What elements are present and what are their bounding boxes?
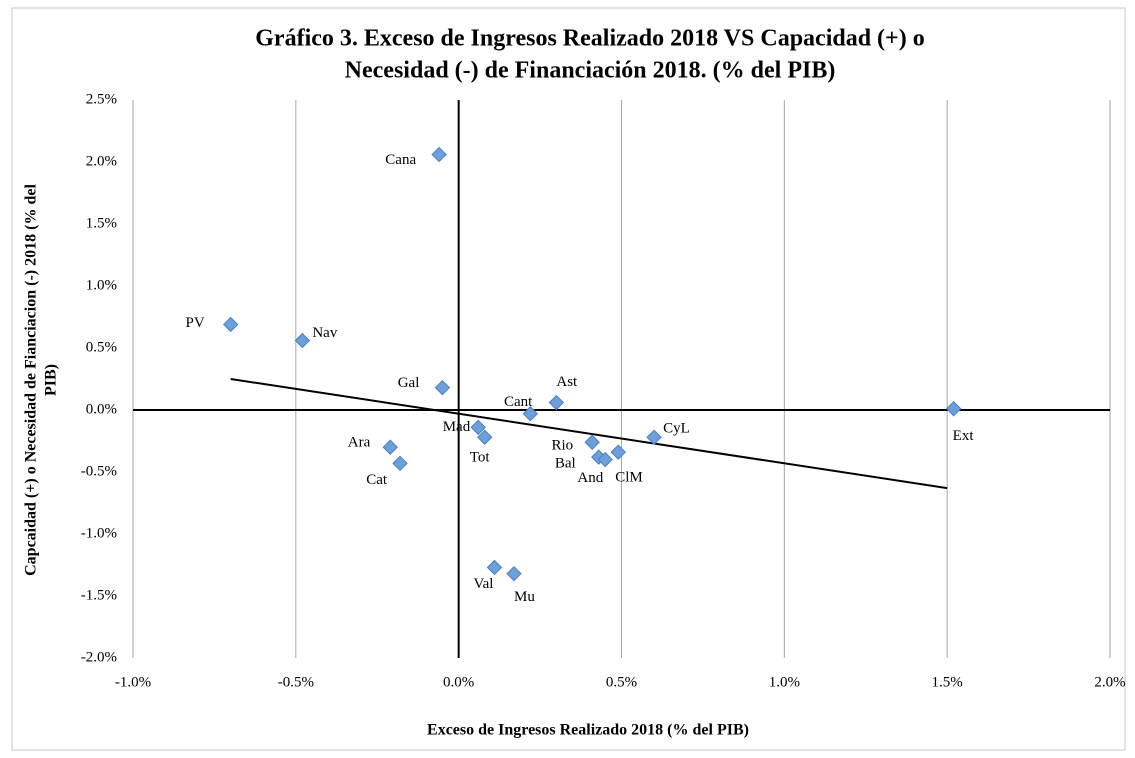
x-tick-label: -0.5% bbox=[278, 674, 314, 690]
y-axis-title-line: Capcaidad (+) o Necesidad de Fianciacion… bbox=[23, 184, 40, 576]
y-tick-label: 0.5% bbox=[86, 339, 117, 355]
point bbox=[486, 559, 503, 576]
point-label: Gal bbox=[398, 375, 420, 391]
point bbox=[597, 451, 613, 468]
point-label: Ara bbox=[348, 435, 371, 451]
point bbox=[506, 565, 522, 582]
point bbox=[584, 434, 600, 450]
y-axis-title: Capcaidad (+) o Necesidad de Fianciacion… bbox=[23, 184, 60, 576]
chart-frame bbox=[11, 7, 1126, 751]
point bbox=[470, 419, 486, 436]
x-tick-label: 0.5% bbox=[606, 674, 637, 690]
trendline bbox=[230, 378, 948, 490]
x-tick-label: 1.0% bbox=[769, 674, 800, 690]
chart-title: Necesidad (-) de Financiación 2018. (% d… bbox=[345, 58, 836, 84]
y-tick-label: -1.0% bbox=[81, 525, 117, 541]
point bbox=[610, 444, 626, 460]
point-label: Rio bbox=[552, 438, 574, 454]
chart-title: Gráfico 3. Exceso de Ingresos Realizado … bbox=[255, 26, 924, 52]
point bbox=[392, 455, 408, 472]
point-label: Bal bbox=[555, 456, 576, 472]
point bbox=[382, 439, 398, 455]
point bbox=[434, 379, 451, 396]
point bbox=[945, 401, 962, 417]
x-tick-label: 0.0% bbox=[443, 674, 474, 690]
y-tick-label: -0.5% bbox=[81, 463, 117, 479]
y-axis-title-line: PIB) bbox=[43, 364, 60, 396]
point bbox=[646, 429, 662, 445]
point bbox=[222, 316, 239, 333]
point-label: Cana bbox=[385, 152, 416, 168]
point-label: CyL bbox=[663, 421, 690, 437]
point bbox=[294, 332, 311, 349]
point-label: Mu bbox=[514, 589, 535, 605]
point-label: Ast bbox=[556, 374, 578, 390]
point-label: Tot bbox=[470, 450, 491, 466]
point-label: Mad bbox=[443, 419, 471, 435]
x-tick-label: 2.0% bbox=[1094, 674, 1125, 690]
point bbox=[548, 394, 565, 411]
y-tick-label: 1.5% bbox=[86, 215, 117, 231]
point bbox=[477, 429, 493, 445]
y-tick-label: 2.0% bbox=[86, 153, 117, 169]
point-label: Nav bbox=[312, 325, 337, 341]
x-tick-label: 1.5% bbox=[932, 674, 963, 690]
point-label: ClM bbox=[615, 470, 643, 486]
point-label: PV bbox=[186, 315, 205, 331]
y-tick-label: 1.0% bbox=[86, 277, 117, 293]
x-tick-label: -1.0% bbox=[115, 674, 151, 690]
y-tick-label: 2.5% bbox=[86, 91, 117, 107]
y-tick-label: 0.0% bbox=[86, 401, 117, 417]
point-label: Val bbox=[473, 576, 493, 592]
y-tick-label: -1.5% bbox=[81, 587, 117, 603]
x-axis-title: Exceso de Ingresos Realizado 2018 (% del… bbox=[427, 722, 749, 739]
point bbox=[431, 146, 447, 163]
point-label: Ext bbox=[953, 428, 975, 444]
point-label: And bbox=[577, 470, 603, 486]
point-label: Cant bbox=[504, 394, 533, 410]
point-label: Cat bbox=[366, 472, 388, 488]
point bbox=[522, 406, 539, 422]
y-tick-label: -2.0% bbox=[81, 649, 117, 665]
